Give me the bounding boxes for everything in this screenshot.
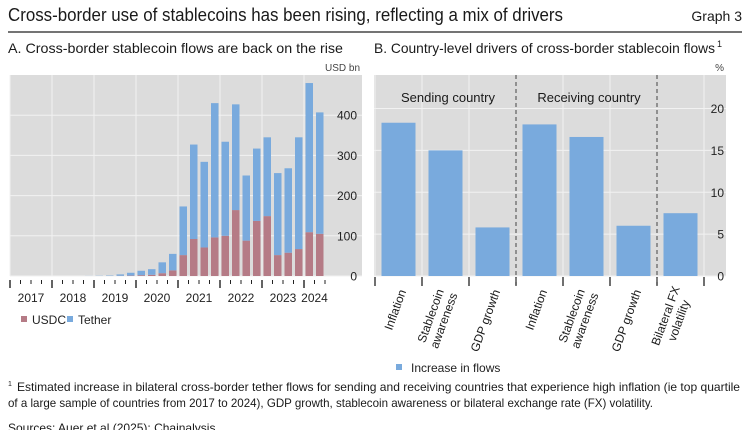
bar-tether-2021Q1: [179, 206, 187, 256]
bar-usdc-2024Q2: [316, 233, 324, 276]
group-label-sending: Sending country: [401, 90, 495, 105]
bar-1: [428, 150, 463, 276]
legend-label-usdc: USDC: [32, 313, 66, 327]
legend-swatch-tether: [67, 316, 73, 322]
x-category-label: Inflation: [382, 288, 410, 332]
bar-usdc-2020Q4: [169, 270, 177, 276]
bar-usdc-2023Q3: [284, 252, 292, 276]
x-category-label-line: GDP growth: [468, 288, 503, 354]
x-category-label: Inflation: [523, 288, 551, 332]
x-tick-label: 2020: [144, 291, 171, 305]
x-category-label-line: Inflation: [382, 288, 410, 332]
bar-tether-2022Q2: [232, 104, 240, 211]
bar-usdc-2022Q3: [242, 240, 250, 276]
footnote-marker: 1: [8, 381, 12, 388]
bar-usdc-2020Q3: [158, 273, 166, 276]
graph-number: Graph 3: [691, 8, 742, 24]
legend-swatch-increase: [396, 364, 402, 370]
x-tick-label: 2024: [301, 291, 328, 305]
bar-usdc-2024Q1: [305, 232, 313, 276]
bar-usdc-2023Q4: [295, 249, 303, 276]
bar-4: [569, 136, 604, 276]
bar-usdc-2020Q2: [148, 274, 156, 276]
y-tick-label: 300: [337, 149, 357, 163]
y-tick-label: 10: [711, 186, 725, 200]
bar-usdc-2021Q4: [211, 237, 219, 276]
bar-tether-2019Q3: [116, 274, 124, 276]
bar-usdc-2021Q3: [200, 247, 208, 276]
bar-usdc-2022Q4: [253, 220, 261, 276]
footnote-line-1: Estimated increase in bilateral cross-bo…: [17, 380, 740, 394]
bar-usdc-2023Q1: [263, 216, 271, 276]
x-tick-label: 2017: [18, 291, 45, 305]
panel-b-title: B. Country-level drivers of cross-border…: [374, 40, 715, 56]
bar-tether-2020Q3: [158, 262, 166, 274]
bar-0: [381, 122, 416, 276]
bar-tether-2023Q2: [274, 173, 282, 256]
x-category-label: Stablecoinawareness: [414, 286, 460, 350]
panel-b-footnote-marker: 1: [717, 39, 722, 49]
bar-tether-2020Q4: [169, 253, 177, 271]
sources: Sources: Auer et al (2025); Chainalysis.: [8, 421, 219, 430]
bar-5: [616, 225, 651, 276]
group-label-receiving: Receiving country: [537, 90, 641, 105]
bar-tether-2024Q1: [305, 83, 313, 233]
panel-a-title: A. Cross-border stablecoin flows are bac…: [8, 40, 343, 56]
graph-title: Cross-border use of stablecoins has been…: [8, 5, 563, 25]
bar-tether-2023Q4: [295, 137, 303, 250]
bar-usdc-2022Q2: [232, 210, 240, 276]
y-tick-label: 0: [717, 270, 724, 284]
legend-label-increase: Increase in flows: [411, 361, 500, 375]
x-tick-label: 2023: [270, 291, 297, 305]
legend-label-tether: Tether: [78, 313, 111, 327]
panel-b-chart: 0 5 10 15 20% Sending country Receiving countr…: [374, 63, 726, 375]
bar-tether-2024Q2: [316, 112, 324, 234]
y-tick-label: 0: [350, 270, 357, 284]
y-tick-label: 15: [711, 144, 725, 158]
bar-6: [663, 213, 698, 276]
bar-usdc-2021Q1: [179, 255, 187, 276]
y-tick-label: 400: [337, 109, 357, 123]
bar-usdc-2023Q2: [274, 255, 282, 276]
panel-a-chart: 0 100 200 300 400 USD bn 2017 2018 2019 2020 2021 2…: [9, 63, 362, 327]
x-tick-label: 2019: [102, 291, 129, 305]
bar-tether-2021Q3: [200, 161, 208, 248]
bar-tether-2022Q3: [242, 175, 250, 241]
bar-tether-2022Q1: [221, 141, 229, 236]
x-tick-label: 2018: [60, 291, 87, 305]
bar-tether-2022Q4: [253, 148, 261, 221]
bar-usdc-2020Q1: [137, 275, 145, 276]
y-axis-unit: %: [715, 63, 724, 74]
y-tick-label: 5: [717, 228, 724, 242]
y-tick-label: 200: [337, 189, 357, 203]
x-tick-label: 2021: [186, 291, 213, 305]
bar-tether-2021Q2: [190, 144, 198, 240]
bar-tether-2020Q2: [148, 269, 156, 275]
bar-tether-2023Q1: [263, 137, 271, 217]
legend-swatch-usdc: [21, 316, 27, 322]
y-tick-label: 20: [711, 102, 725, 116]
x-category-label: GDP growth: [468, 288, 503, 354]
bar-tether-2019Q4: [127, 272, 135, 276]
footnote-line-2: of a large sample of countries from 2017…: [8, 396, 653, 410]
bar-usdc-2021Q2: [190, 239, 198, 276]
bar-usdc-2022Q1: [221, 235, 229, 276]
x-category-label-line: Inflation: [523, 288, 551, 332]
x-category-label: GDP growth: [609, 288, 644, 354]
bar-3: [522, 124, 557, 276]
bar-2: [475, 227, 510, 276]
x-category-label: Stablecoinawareness: [555, 286, 601, 350]
x-tick-label: 2022: [228, 291, 255, 305]
y-tick-label: 100: [337, 229, 357, 243]
x-category-label: Bilateral FXvolatility: [648, 284, 696, 352]
y-axis-unit: USD bn: [325, 63, 360, 74]
bar-tether-2023Q3: [284, 168, 292, 253]
bar-tether-2021Q4: [211, 103, 219, 238]
x-category-label-line: GDP growth: [609, 288, 644, 354]
bar-tether-2020Q1: [137, 270, 145, 276]
